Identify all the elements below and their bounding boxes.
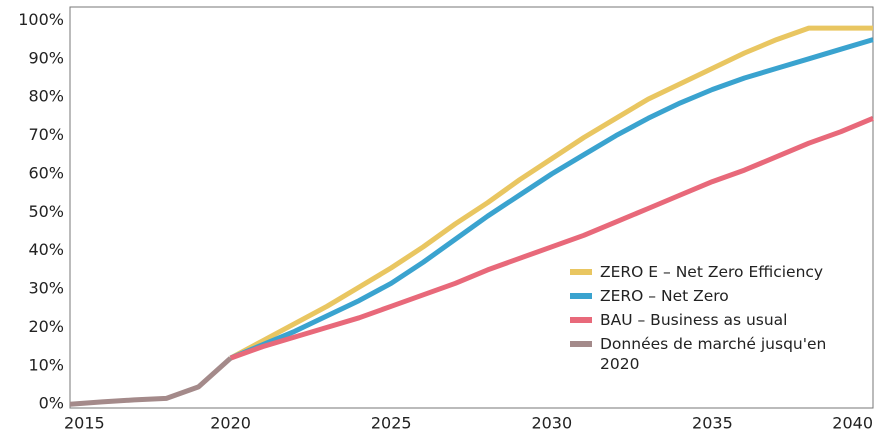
- series-line: [229, 25, 873, 361]
- x-tick-label: 2040: [832, 414, 873, 433]
- legend-label: BAU – Business as usual: [600, 311, 788, 329]
- y-tick-label: 40%: [28, 240, 64, 259]
- legend-item: ZERO – Net Zero: [570, 286, 860, 306]
- y-tick-label: 60%: [28, 163, 64, 182]
- x-tick-label: 2020: [210, 414, 251, 433]
- y-tick-label: 0%: [39, 394, 64, 413]
- legend-item: Données de marché jusqu'en 2020: [570, 334, 860, 374]
- legend: ZERO E – Net Zero Efficiency ZERO – Net Z…: [570, 262, 860, 378]
- legend-swatch: [570, 293, 592, 299]
- legend-label: ZERO E – Net Zero Efficiency: [600, 263, 824, 281]
- legend-swatch: [570, 341, 592, 347]
- legend-swatch: [570, 317, 592, 323]
- legend-item: BAU – Business as usual: [570, 310, 860, 330]
- legend-label: Données de marché jusqu'en 2020: [600, 335, 827, 373]
- y-tick-label: 100%: [18, 10, 64, 29]
- series-line: [229, 37, 874, 361]
- y-tick-label: 80%: [28, 87, 64, 106]
- series-line: [229, 115, 874, 361]
- y-tick-label: 50%: [28, 202, 64, 221]
- x-tick-label: 2035: [692, 414, 733, 433]
- x-tick-label: 2015: [64, 414, 105, 433]
- y-tick-label: 70%: [28, 125, 64, 144]
- y-tick-label: 30%: [28, 279, 64, 298]
- x-tick-label: 2025: [371, 414, 412, 433]
- legend-label: ZERO – Net Zero: [600, 287, 729, 305]
- y-tick-label: 10%: [28, 355, 64, 374]
- legend-item: ZERO E – Net Zero Efficiency: [570, 262, 860, 282]
- legend-swatch: [570, 269, 592, 275]
- series-line: [69, 356, 233, 407]
- y-tick-label: 20%: [28, 317, 64, 336]
- x-tick-label: 2030: [531, 414, 572, 433]
- plot-frame: [69, 6, 874, 409]
- y-tick-label: 90%: [28, 48, 64, 67]
